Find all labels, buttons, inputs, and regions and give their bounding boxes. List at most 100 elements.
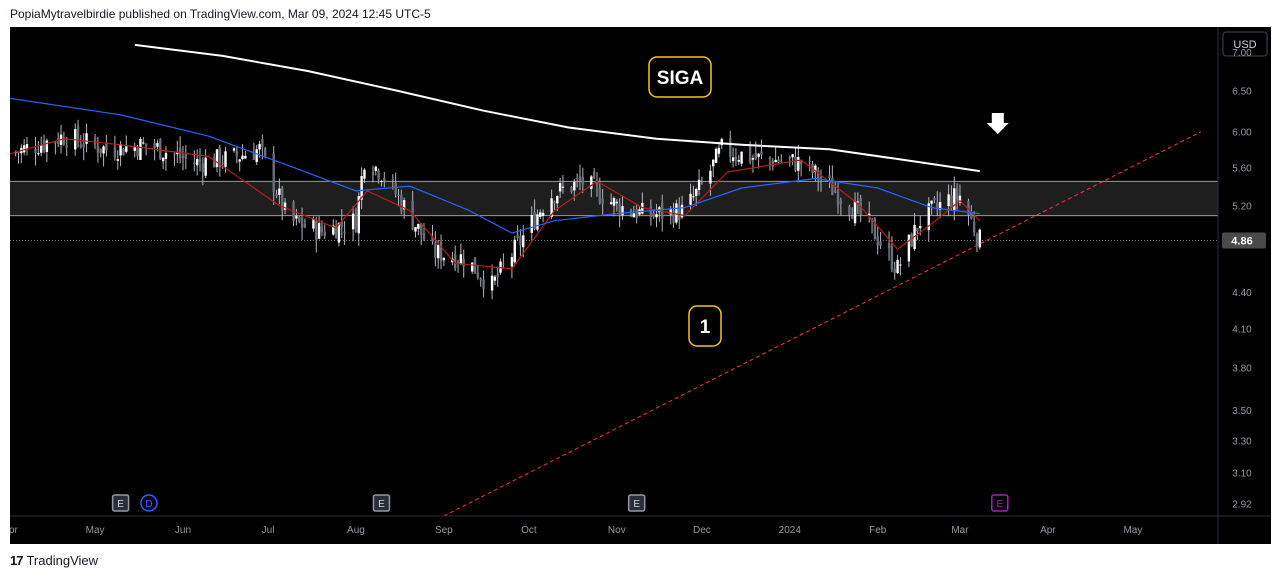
candle-body	[374, 166, 378, 171]
candle-body	[553, 201, 556, 204]
candle-body	[159, 139, 162, 160]
candle-body	[232, 148, 236, 151]
candle-body	[695, 188, 698, 196]
candle-body	[431, 236, 434, 242]
candle-body	[930, 200, 933, 204]
candle-body	[278, 188, 281, 195]
candle-body	[774, 159, 777, 163]
candle-body	[700, 182, 704, 184]
candle-body	[490, 275, 494, 291]
candle-body	[556, 196, 559, 204]
candle-body	[264, 147, 267, 156]
dividend-marker-label: D	[145, 499, 152, 510]
ma-mid-line	[10, 97, 980, 234]
candle-body	[953, 188, 956, 211]
candle-body	[831, 177, 834, 195]
candle-body	[436, 244, 440, 259]
candle-body	[212, 157, 216, 168]
candle-body	[65, 145, 68, 148]
y-tick-label: 6.50	[1232, 86, 1252, 97]
candle-body	[195, 158, 199, 166]
candle-body	[462, 259, 465, 267]
candle-body	[513, 239, 516, 263]
candle-body	[876, 236, 879, 246]
candle-body	[337, 223, 341, 243]
candle-body	[868, 213, 871, 216]
candle-body	[122, 148, 125, 156]
candle-body	[899, 264, 902, 266]
candle-body	[320, 226, 324, 232]
candle-body	[879, 241, 882, 246]
x-tick-label: Jun	[175, 525, 191, 536]
candle-body	[360, 176, 363, 200]
x-tick-label: Jul	[262, 525, 275, 536]
candle-body	[896, 259, 899, 273]
x-tick-label: 2024	[779, 525, 802, 536]
candle-body	[283, 202, 287, 210]
candle-body	[595, 180, 599, 185]
tradingview-logo-icon: 17	[10, 553, 24, 568]
candle-body	[312, 219, 315, 229]
candle-body	[439, 241, 443, 262]
candle-body	[573, 181, 576, 191]
candle-body	[363, 169, 366, 179]
earnings-marker-label: E	[996, 499, 1003, 510]
candle-body	[261, 139, 264, 148]
candle-body	[519, 236, 522, 246]
wave-count-label-box	[688, 305, 722, 347]
candle-body	[578, 176, 582, 181]
last-price-badge	[1222, 232, 1266, 249]
candle-body	[351, 213, 355, 230]
candle-body	[275, 193, 278, 197]
candle-body	[575, 177, 579, 179]
candle-body	[933, 198, 936, 201]
publisher-line: PopiaMytravelbirdie published on Trading…	[10, 7, 431, 21]
candle-body	[672, 210, 675, 224]
candle-body	[99, 148, 102, 153]
candle-body	[768, 157, 772, 160]
candle-body	[235, 150, 239, 157]
candle-body	[737, 159, 740, 162]
candle-body	[25, 144, 29, 149]
candle-body	[193, 162, 196, 165]
candle-body	[717, 147, 721, 154]
candle-body	[652, 212, 655, 217]
candle-body	[641, 202, 644, 214]
candle-body	[757, 153, 760, 157]
candle-body	[176, 152, 179, 155]
candle-body	[780, 160, 783, 162]
candle-body	[760, 151, 763, 155]
candle-body	[37, 153, 40, 155]
x-tick-label: May	[1123, 525, 1142, 536]
candle-body	[612, 198, 616, 206]
candle-body	[678, 205, 681, 220]
candle-body	[740, 151, 743, 164]
candle-body	[258, 143, 261, 150]
candle-body	[601, 199, 604, 205]
candle-body	[96, 145, 100, 154]
candle-body	[334, 225, 338, 239]
candle-body	[541, 212, 545, 216]
candle-body	[734, 156, 738, 160]
candle-body	[142, 142, 145, 144]
chart-area[interactable]: SIGA 1 E D E E E USD 7.00 6.50 6.00 5.60 5.20 4.40 4.…	[10, 27, 1271, 544]
candle-body	[417, 223, 420, 229]
candle-body	[907, 234, 911, 262]
candle-body	[950, 195, 953, 208]
candle-body	[471, 262, 474, 272]
y-tick-label: 7.00	[1232, 48, 1252, 59]
candle-body	[42, 140, 46, 151]
candle-body	[144, 143, 148, 146]
candle-body	[459, 254, 463, 264]
candle-body	[771, 160, 774, 167]
candle-body	[692, 196, 695, 198]
candle-body	[371, 172, 375, 176]
y-tick-label: 5.60	[1232, 163, 1252, 174]
candle-body	[947, 194, 950, 207]
currency-label: USD	[1233, 39, 1256, 51]
candle-body	[609, 202, 613, 204]
ma-long-line	[134, 43, 980, 173]
candle-body	[400, 195, 403, 212]
ascending-trendline	[443, 131, 1202, 517]
